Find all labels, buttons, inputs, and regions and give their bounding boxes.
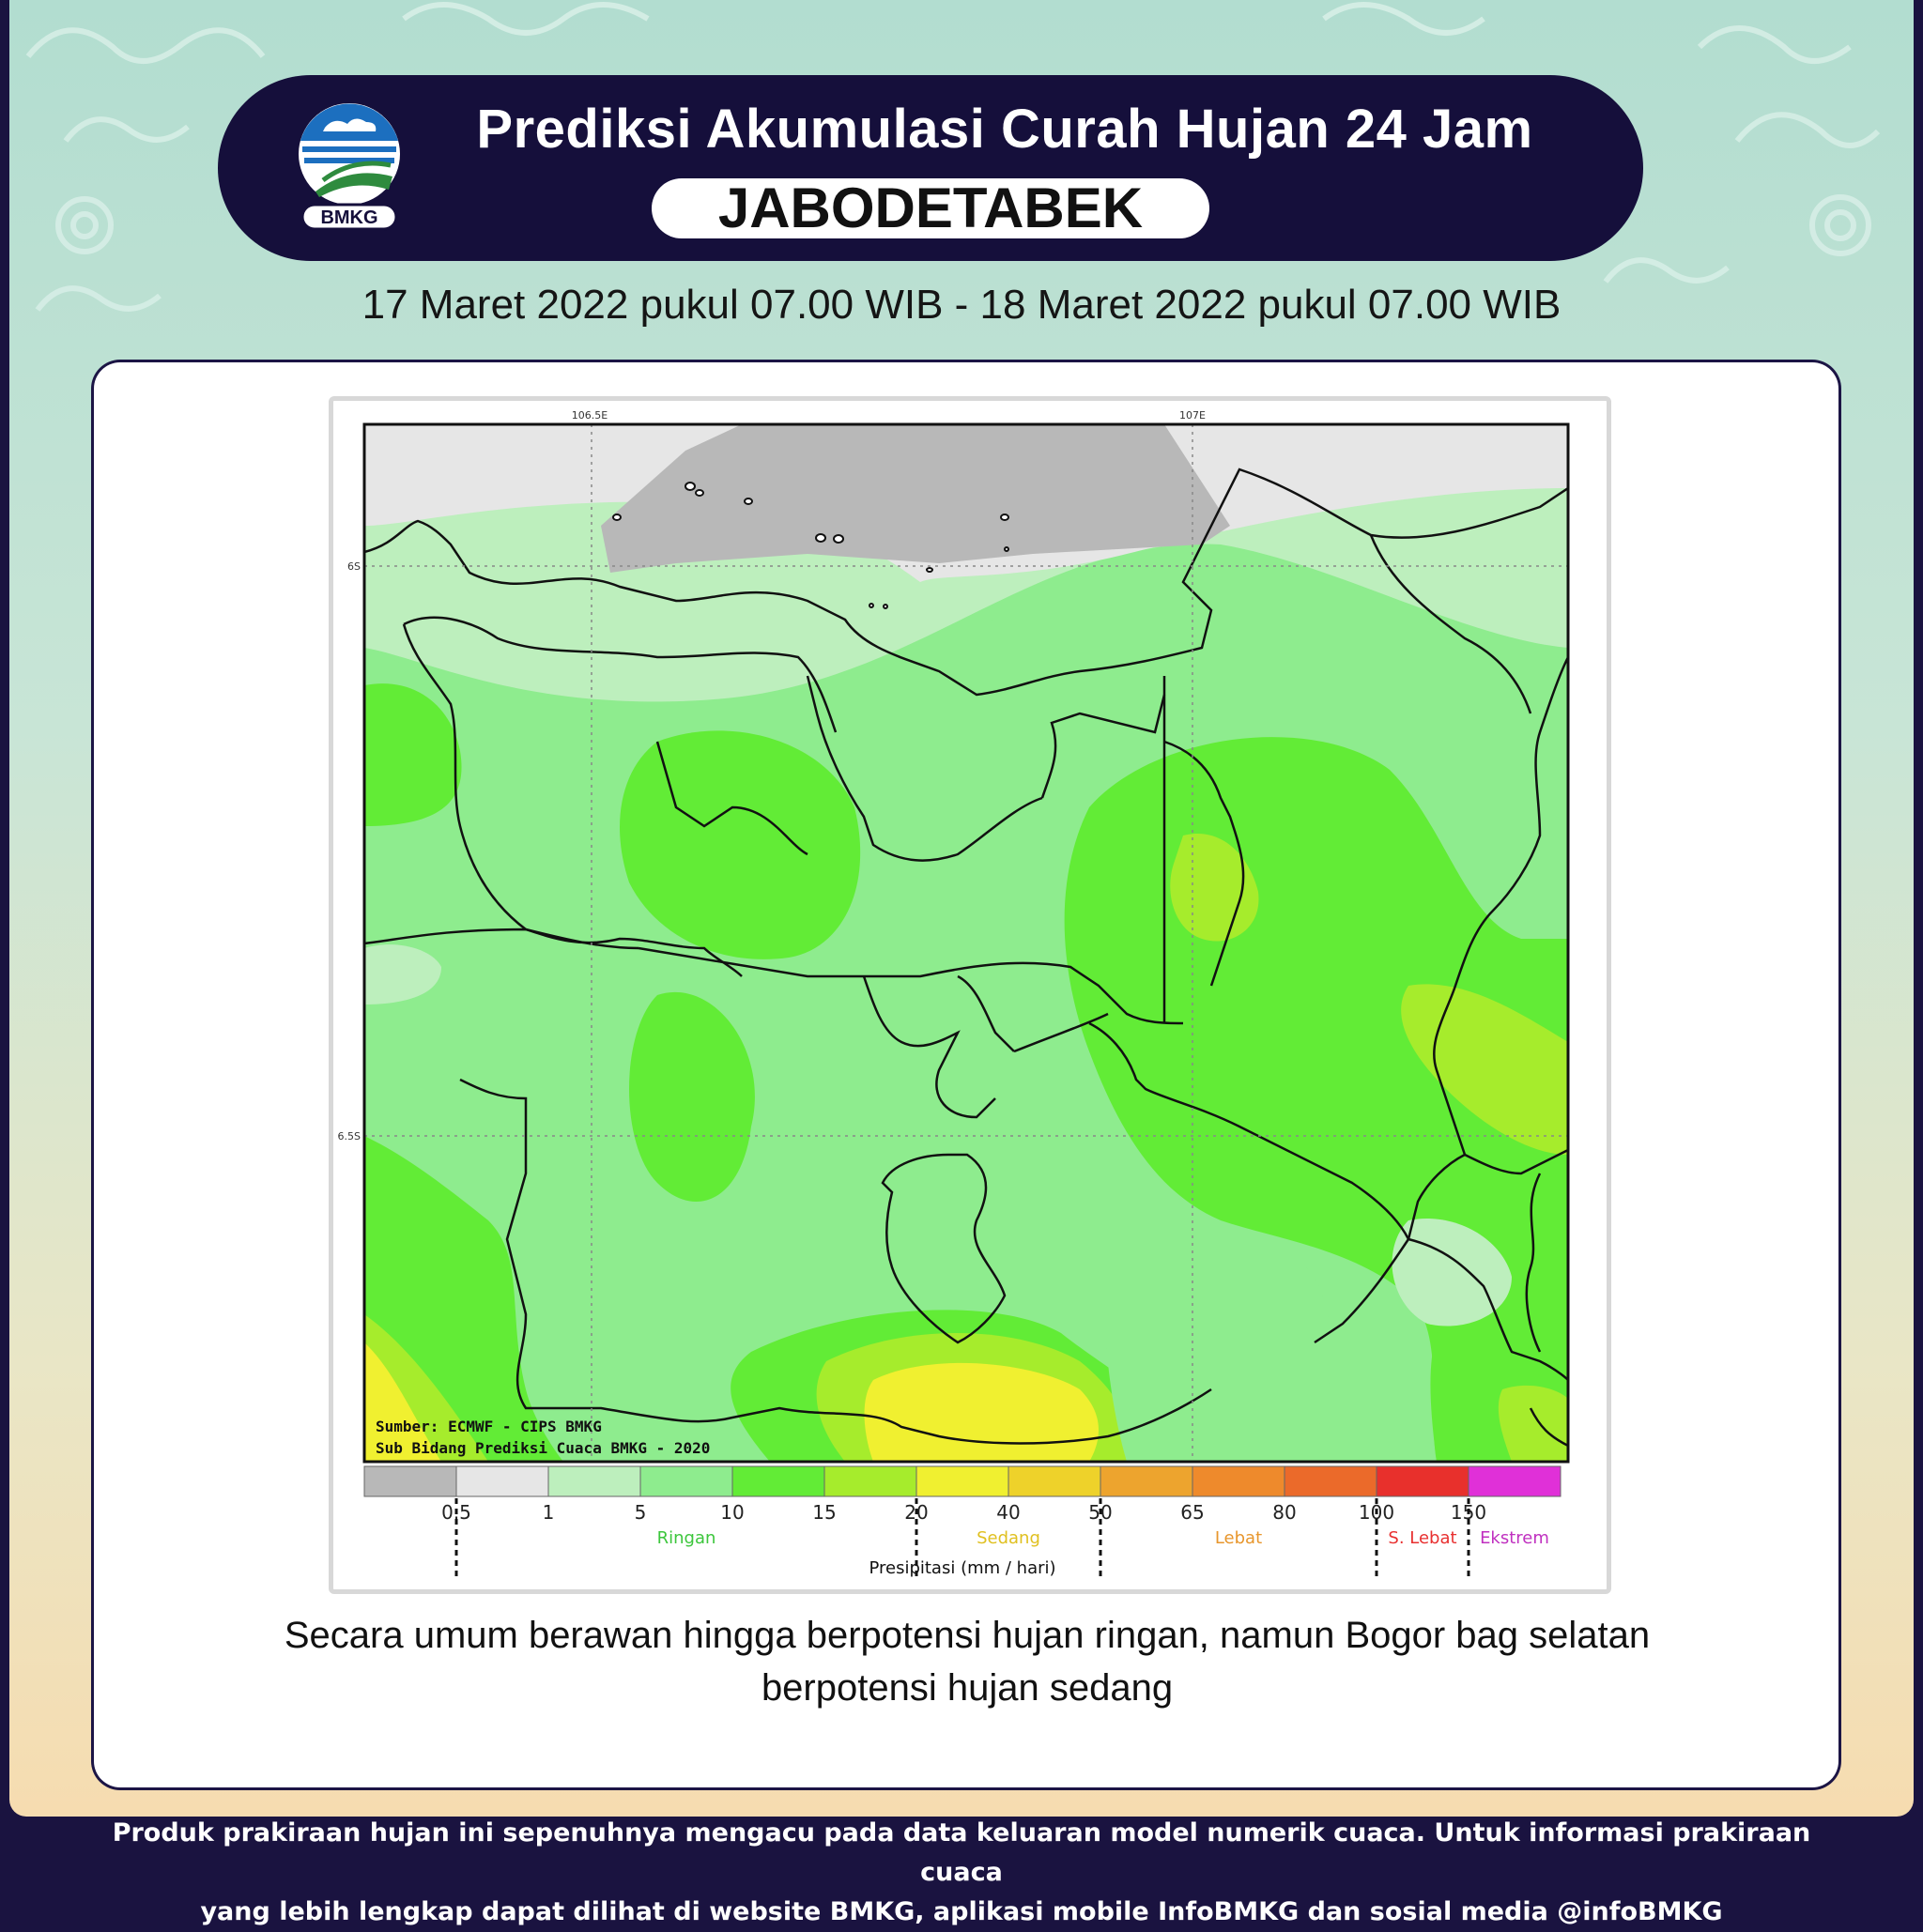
graticule: [364, 424, 1568, 1462]
logo-text: BMKG: [320, 207, 377, 228]
legend-axis-label: Presipitasi (mm / hari): [869, 1558, 1055, 1578]
region-badge: JABODETABEK: [652, 178, 1209, 238]
legend-category-label: Sedang: [977, 1528, 1040, 1548]
footer-disclaimer: Produk prakiraan hujan ini sepenuhnya me…: [75, 1814, 1848, 1932]
legend-tick-label: 65: [1180, 1501, 1204, 1524]
description-line-1: Secara umum berawan hingga berpotensi hu…: [284, 1615, 1651, 1656]
legend-category-label: Ekstrem: [1480, 1528, 1549, 1548]
legend-swatch: [1376, 1465, 1469, 1497]
footer-line-1: Produk prakiraan hujan ini sepenuhnya me…: [112, 1818, 1811, 1887]
lat-label-1: 6S: [347, 560, 361, 573]
legend-tick-label: 10: [720, 1501, 744, 1524]
legend-category-label: Ringan: [657, 1528, 716, 1548]
legend-category-label: S. Lebat: [1388, 1528, 1456, 1548]
administrative-boundaries: [364, 468, 1568, 1448]
cloud-pattern-decoration: [25, 2, 1881, 312]
legend-swatch: [1468, 1465, 1561, 1497]
precipitation-legend: 0.51510152040506580100150RinganSedangLeb…: [363, 1465, 1561, 1580]
map-source-line2: Sub Bidang Prediksi Cuaca BMKG - 2020: [376, 1439, 710, 1457]
legend-swatch: [639, 1465, 733, 1497]
lat-label-2: 6.5S: [338, 1130, 361, 1142]
legend-swatch: [731, 1465, 825, 1497]
legend-swatch: [1100, 1465, 1193, 1497]
islands: [612, 482, 1009, 609]
bmkg-logo: BMKG: [299, 103, 400, 231]
footer-line-2: yang lebih lengkap dapat dilihat di webs…: [200, 1897, 1723, 1926]
page-title: Prediksi Akumulasi Curah Hujan 24 Jam: [476, 99, 1533, 160]
legend-swatch: [823, 1465, 917, 1497]
map-border: [362, 422, 1570, 1464]
legend-tick-label: 40: [996, 1501, 1020, 1524]
legend-tick-label: 80: [1272, 1501, 1296, 1524]
legend-tick-label: 1: [543, 1501, 555, 1524]
legend-swatch: [915, 1465, 1009, 1497]
legend-swatch: [1284, 1465, 1377, 1497]
description-line-2: berpotensi hujan sedang: [761, 1667, 1174, 1709]
legend-swatch: [363, 1465, 457, 1497]
legend-tick-label: 5: [635, 1501, 647, 1524]
rainfall-contours: [364, 424, 1568, 1462]
lon-label-2: 107E: [1179, 409, 1206, 422]
lon-label-1: 106.5E: [572, 409, 608, 422]
legend-tick-label: 15: [812, 1501, 836, 1524]
legend-swatch: [1192, 1465, 1285, 1497]
rainfall-map: 106.5E 107E 6S 6.5S Sumber: ECMWF - CIPS…: [338, 409, 1570, 1580]
legend-swatch: [455, 1465, 549, 1497]
legend-category-label: Lebat: [1215, 1528, 1262, 1548]
forecast-description: Secara umum berawan hingga berpotensi hu…: [169, 1609, 1765, 1714]
legend-swatch: [1008, 1465, 1101, 1497]
forecast-period: 17 Maret 2022 pukul 07.00 WIB - 18 Maret…: [362, 282, 1561, 328]
legend-swatch: [547, 1465, 641, 1497]
map-source-line1: Sumber: ECMWF - CIPS BMKG: [376, 1418, 602, 1435]
